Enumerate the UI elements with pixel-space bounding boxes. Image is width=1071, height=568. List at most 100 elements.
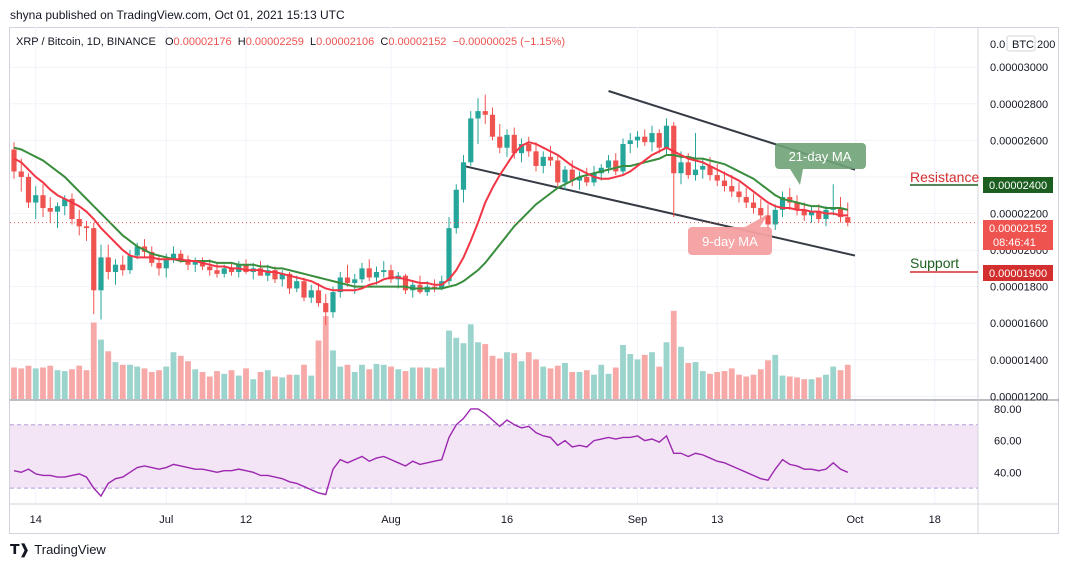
candle-body (518, 144, 525, 154)
candle-body (40, 195, 46, 209)
volume-bar (235, 375, 242, 399)
candle-body (555, 160, 561, 183)
volume-bar (634, 359, 641, 399)
candle-body (533, 151, 539, 166)
candle-body (569, 169, 575, 181)
volume-bar (576, 372, 583, 399)
time-tick-label: 12 (240, 514, 252, 526)
volume-bar (663, 342, 670, 399)
volume-bar (156, 370, 162, 399)
volume-bar (257, 372, 264, 399)
candle-body (11, 149, 17, 172)
candle-body (504, 134, 510, 148)
price-tick-label: 0.00003000 (990, 62, 1048, 74)
candle-body (344, 277, 351, 283)
candle-body (47, 208, 53, 212)
price-tick-label: 0.00001200 (990, 391, 1048, 403)
candle-body (315, 290, 322, 304)
candle-body (721, 180, 728, 187)
volume-bar (714, 372, 721, 399)
publisher-line: shyna published on TradingView.com, Oct … (10, 8, 345, 22)
candle-body (163, 259, 169, 269)
volume-bar (221, 373, 228, 399)
candle-body (352, 279, 358, 283)
price-tick-label: 0.00001400 (990, 355, 1048, 367)
volume-bar (388, 366, 394, 399)
candle-body (649, 133, 655, 143)
candle-body (359, 268, 365, 280)
volume-bar (351, 372, 358, 399)
candle-body (663, 125, 670, 148)
currency-badge-label: BTC (1012, 39, 1034, 51)
time-tick-label: Jul (159, 514, 173, 526)
volume-bar (757, 369, 764, 399)
volume-bar (670, 310, 677, 399)
low-label: L (309, 36, 317, 48)
volume-bar (562, 363, 568, 399)
volume-bar (98, 339, 104, 399)
ma21-line (13, 146, 848, 290)
candle-body (83, 226, 90, 229)
candle-body (330, 292, 336, 313)
volume-bar (620, 345, 626, 399)
ma21-callout-pointer (790, 169, 803, 185)
volume-bar (837, 370, 844, 399)
candle-body (772, 209, 778, 225)
candle-body (765, 215, 771, 225)
volume-bar (446, 330, 452, 399)
candle-body (207, 266, 213, 271)
last-price-value: 0.00002152 (989, 223, 1047, 235)
volume-bar (772, 354, 779, 399)
candle-body (808, 211, 815, 216)
time-tick-label: Oct (846, 514, 863, 526)
change-value: −0.00000025 (−1.15%) (452, 36, 566, 48)
candle-body (801, 209, 807, 216)
candle-body (671, 125, 677, 174)
candle-body (540, 156, 546, 166)
volume-bar (11, 367, 17, 399)
volume-bar (308, 375, 315, 399)
candle-body (243, 264, 249, 273)
volume-bar (243, 368, 249, 399)
volume-bar (112, 362, 119, 399)
volume-bar (148, 372, 155, 399)
volume-bar (206, 376, 213, 399)
candle-body (750, 202, 757, 209)
volume-bar (177, 355, 184, 399)
price-tick-label: 0.00002200 (990, 209, 1048, 221)
support-value: 0.00001900 (989, 268, 1047, 280)
time-tick-label: Aug (381, 514, 401, 526)
last-price-badge (983, 220, 1053, 250)
candle-body (294, 281, 300, 289)
ma9-callout (688, 227, 772, 255)
volume-bar (685, 363, 692, 399)
ma21-callout (775, 143, 866, 169)
volume-bar (61, 371, 68, 399)
volume-bar (525, 352, 532, 399)
candle-body (729, 186, 735, 192)
resistance-value-badge (983, 177, 1053, 193)
candle-body (286, 273, 293, 289)
volume-bar (199, 372, 206, 399)
candle-body (758, 208, 764, 216)
volume-bar (649, 352, 655, 399)
price-tick-label: 200 (1037, 39, 1055, 51)
candle-body (134, 246, 140, 256)
volume-bar (185, 361, 191, 399)
volume-bar (511, 353, 518, 399)
volume-bar (808, 379, 815, 399)
volume-bar (699, 371, 706, 399)
candle-body (98, 257, 104, 291)
candle-body (323, 303, 329, 313)
rsi-line (13, 408, 849, 498)
bar-countdown: 08:46:41 (993, 237, 1036, 249)
volume-bar (344, 364, 351, 399)
volume-bar (69, 369, 75, 399)
candle-body (279, 273, 285, 280)
tradingview-logo[interactable]: 𝗧❱ TradingView (10, 541, 106, 558)
candle-body (178, 253, 184, 260)
candle-body (373, 272, 380, 278)
volume-bar (337, 366, 344, 399)
candle-body (634, 136, 641, 141)
